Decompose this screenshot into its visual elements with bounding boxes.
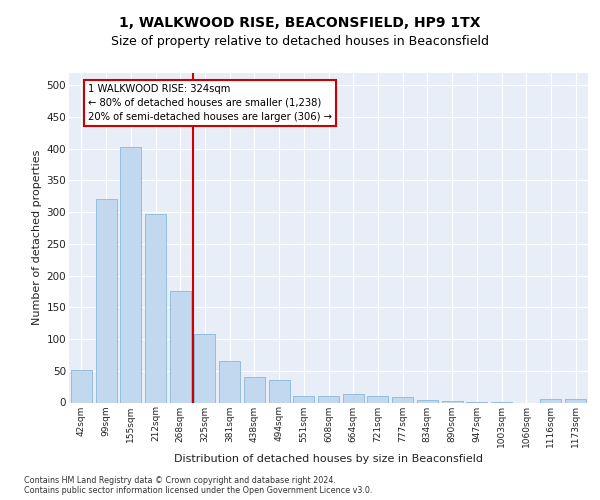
Bar: [367, 396, 388, 402]
Y-axis label: Number of detached properties: Number of detached properties: [32, 150, 43, 325]
Text: 1, WALKWOOD RISE, BEACONSFIELD, HP9 1TX: 1, WALKWOOD RISE, BEACONSFIELD, HP9 1TX: [119, 16, 481, 30]
Bar: [293, 396, 314, 402]
Bar: [145, 214, 166, 402]
Text: 1 WALKWOOD RISE: 324sqm
← 80% of detached houses are smaller (1,238)
20% of semi: 1 WALKWOOD RISE: 324sqm ← 80% of detache…: [88, 84, 332, 122]
Text: Contains HM Land Registry data © Crown copyright and database right 2024.
Contai: Contains HM Land Registry data © Crown c…: [24, 476, 373, 496]
Bar: [269, 380, 290, 402]
Bar: [194, 334, 215, 402]
X-axis label: Distribution of detached houses by size in Beaconsfield: Distribution of detached houses by size …: [174, 454, 483, 464]
Bar: [392, 397, 413, 402]
Bar: [565, 398, 586, 402]
Text: Size of property relative to detached houses in Beaconsfield: Size of property relative to detached ho…: [111, 35, 489, 48]
Bar: [244, 377, 265, 402]
Bar: [541, 400, 562, 402]
Bar: [120, 148, 141, 402]
Bar: [95, 200, 116, 402]
Bar: [71, 370, 92, 402]
Bar: [170, 291, 191, 403]
Bar: [318, 396, 339, 402]
Bar: [219, 361, 240, 403]
Bar: [417, 400, 438, 402]
Bar: [343, 394, 364, 402]
Bar: [442, 401, 463, 402]
